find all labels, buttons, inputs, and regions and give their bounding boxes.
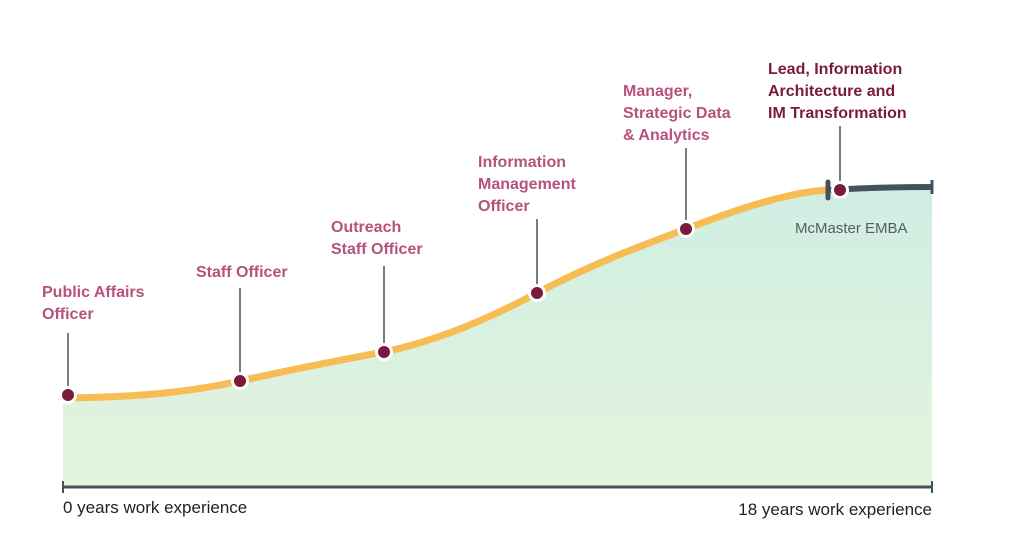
milestone-lead-information-architecture: Lead, Information Architecture and IM Tran… <box>768 61 907 199</box>
milestone-label-line: Management <box>478 176 576 193</box>
milestone-marker <box>834 184 846 196</box>
milestone-label: Public Affairs Officer <box>42 284 145 323</box>
milestone-label-line: Architecture and <box>768 83 895 100</box>
milestone-label: Staff Officer <box>196 264 288 281</box>
milestone-information-management-officer: Information Management Officer <box>478 154 576 302</box>
emba-label: McMaster EMBA <box>795 220 908 237</box>
experience-area-fill <box>63 187 932 487</box>
milestone-label-line: IM Transformation <box>768 105 907 122</box>
milestone-manager-strategic-data: Manager, Strategic Data & Analytics <box>623 83 731 238</box>
axis-start-label: 0 years work experience <box>63 498 247 517</box>
milestone-label-line: & Analytics <box>623 127 710 144</box>
milestone-label-line: Manager, <box>623 83 692 100</box>
milestone-marker <box>531 287 543 299</box>
milestone-label-line: Information <box>478 154 566 171</box>
milestone-label: Outreach Staff Officer <box>331 219 423 258</box>
milestone-label-line: Staff Officer <box>196 264 288 281</box>
milestone-label-line: Strategic Data <box>623 105 731 122</box>
milestone-label-line: Officer <box>478 198 530 215</box>
milestone-label-line: Staff Officer <box>331 241 423 258</box>
milestone-label-line: Public Affairs <box>42 284 145 301</box>
milestone-label-line: Lead, Information <box>768 61 902 78</box>
career-curve <box>64 186 832 402</box>
milestone-staff-officer: Staff Officer <box>196 264 288 390</box>
milestone-marker <box>234 375 246 387</box>
milestone-label: Manager, Strategic Data & Analytics <box>623 83 731 144</box>
milestone-outreach-staff-officer: Outreach Staff Officer <box>331 219 423 361</box>
milestone-marker <box>62 389 74 401</box>
axis-end-label: 18 years work experience <box>738 500 932 519</box>
milestone-public-affairs-officer: Public Affairs Officer <box>42 284 145 404</box>
milestone-marker <box>680 223 692 235</box>
milestone-marker <box>378 346 390 358</box>
milestone-label: Information Management Officer <box>478 154 576 215</box>
milestone-label: Lead, Information Architecture and IM Tran… <box>768 61 907 122</box>
milestone-label-line: Officer <box>42 306 94 323</box>
milestone-label-line: Outreach <box>331 219 401 236</box>
